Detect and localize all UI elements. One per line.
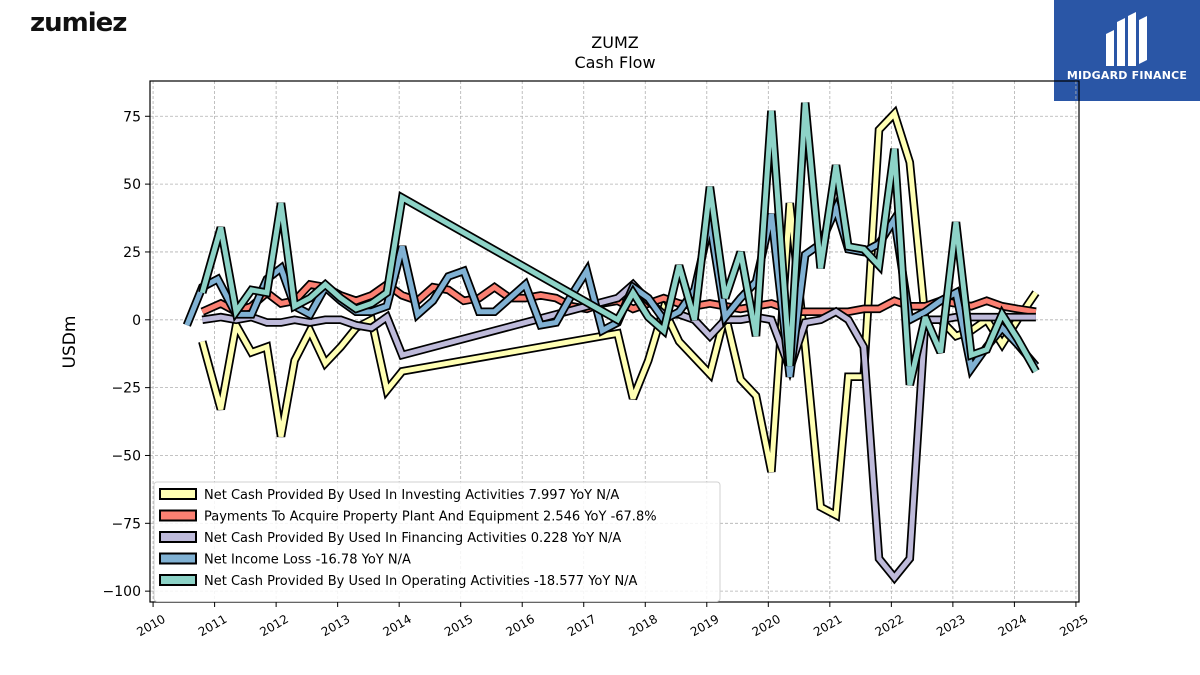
x-tick-label: 2023 (934, 612, 967, 639)
x-tick-label: 2012 (257, 612, 290, 639)
x-tick-label: 2019 (688, 612, 721, 639)
legend-swatch (159, 574, 197, 586)
publisher-mark-icon (1106, 12, 1147, 66)
legend: Net Cash Provided By Used In Investing A… (153, 481, 721, 602)
x-tick-label: 2011 (196, 612, 229, 639)
x-tick-label: 2021 (811, 612, 844, 639)
x-tick-label: 2013 (319, 612, 352, 639)
series-layer (182, 102, 1040, 585)
x-tick-label: 2022 (873, 612, 906, 639)
y-tick-label: −25 (111, 381, 141, 397)
x-tick-label: 2014 (380, 612, 413, 639)
x-tick-label: 2016 (503, 612, 536, 639)
chart-subtitle: Cash Flow (574, 53, 655, 72)
legend-entry: Net Cash Provided By Used In Operating A… (204, 574, 638, 589)
legend-swatch (159, 552, 197, 565)
legend-swatch (159, 531, 197, 543)
x-tick-label: 2020 (750, 612, 783, 639)
legend-entry: Net Cash Provided By Used In Financing A… (204, 531, 621, 546)
x-tick-label: 2018 (627, 612, 660, 639)
legend-entry: Net Cash Provided By Used In Investing A… (204, 488, 619, 503)
legend-entry: Net Income Loss -16.78 YoY N/A (204, 553, 411, 568)
y-tick-label: −75 (111, 516, 141, 532)
y-tick-label: −100 (103, 584, 141, 600)
x-tick-label: 2010 (134, 612, 167, 639)
legend-swatch (159, 488, 197, 500)
x-tick-label: 2015 (442, 612, 475, 639)
legend-box (153, 481, 721, 602)
company-logo: zumiez (30, 8, 127, 38)
x-tick-label: 2017 (565, 612, 598, 639)
y-tick-label: 0 (132, 313, 141, 329)
y-tick-label: 25 (123, 245, 141, 261)
publisher-logo: MIDGARD FINANCE (1054, 0, 1200, 101)
y-axis-label: USDm (60, 316, 80, 369)
x-tick-label: 2025 (1057, 612, 1090, 639)
legend-swatch (159, 509, 197, 522)
y-tick-label: −50 (111, 448, 141, 464)
y-tick-label: 75 (123, 109, 141, 125)
series-5 (198, 102, 1040, 386)
y-tick-label: 50 (123, 177, 141, 193)
series-line (199, 102, 1039, 386)
chart-title: ZUMZ (591, 33, 638, 52)
publisher-name: MIDGARD FINANCE (1066, 69, 1188, 82)
legend-entry: Payments To Acquire Property Plant And E… (204, 510, 657, 525)
x-tick-label: 2024 (996, 612, 1029, 639)
